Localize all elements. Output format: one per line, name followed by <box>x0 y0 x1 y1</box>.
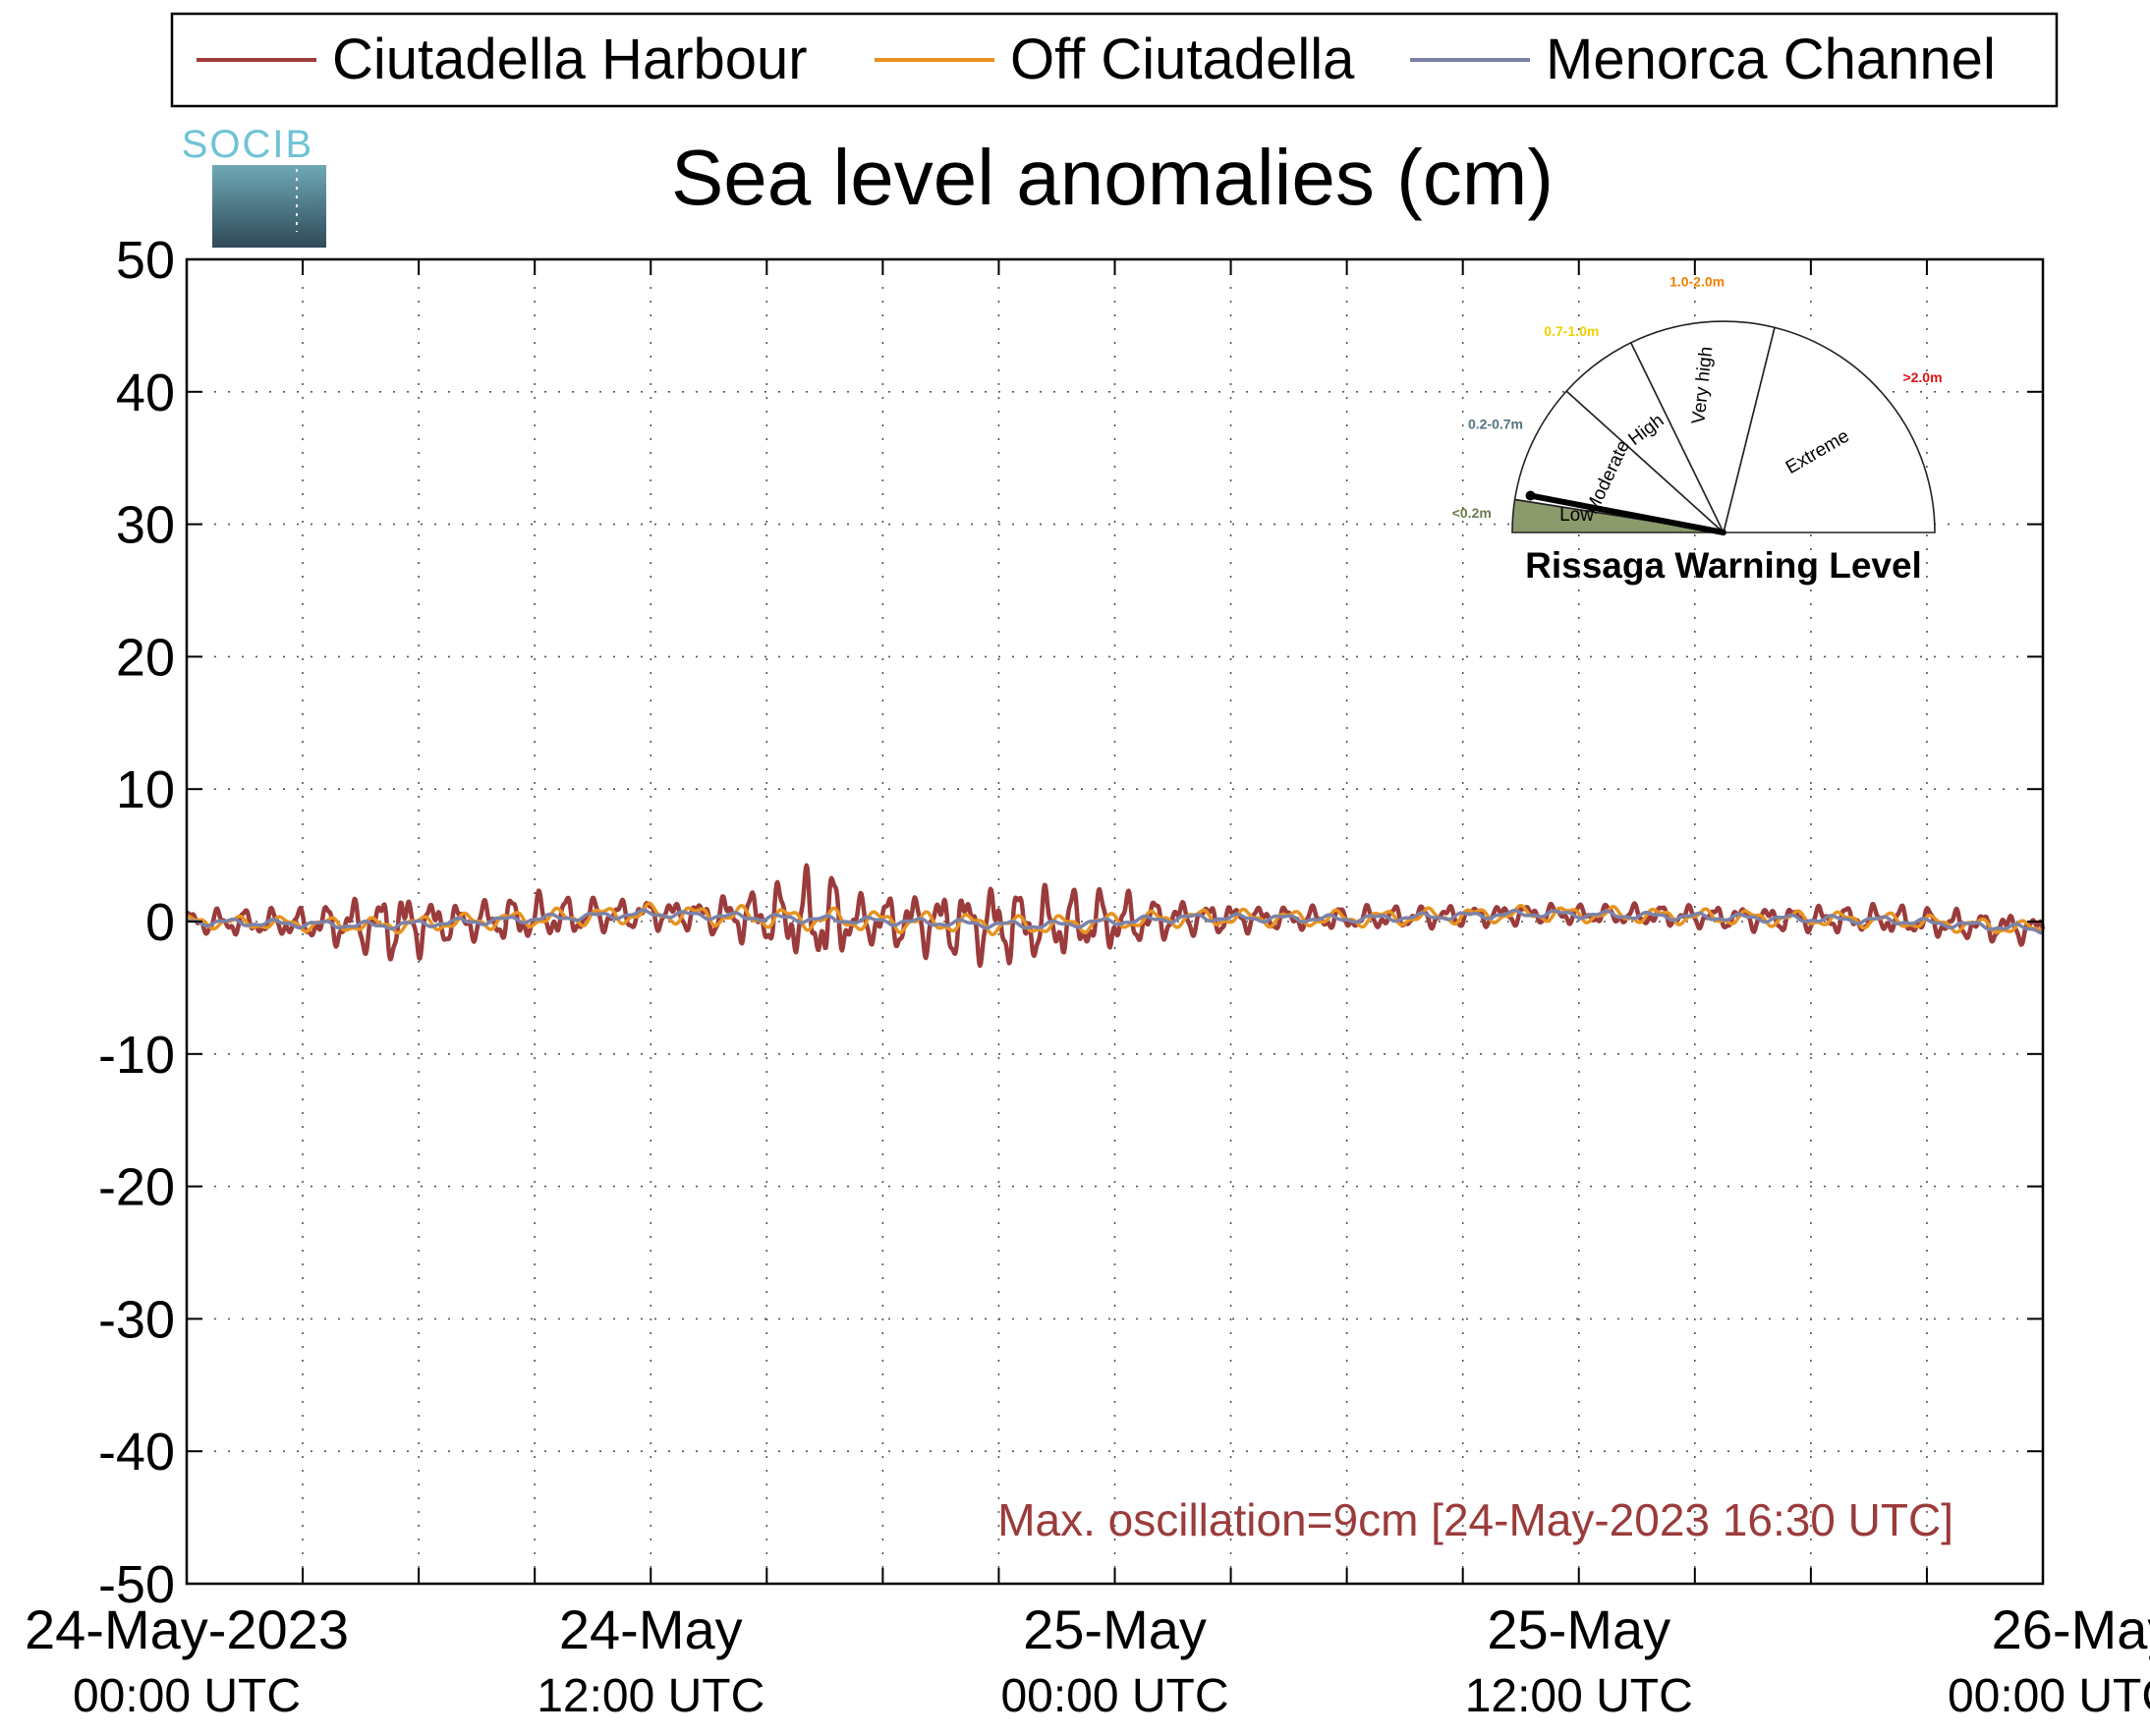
socib-logo-text: SOCIB <box>182 123 313 166</box>
plot-frame <box>185 257 2045 1586</box>
gauge-sector-label: Low <box>1559 505 1594 526</box>
gauge-needle <box>1527 492 1726 535</box>
gauge-sector-very-high <box>1629 320 1776 535</box>
series-line-off-ciutadella <box>186 901 2045 936</box>
y-tick-label: 50 <box>116 231 175 290</box>
x-tick-label-time: 12:00 UTC <box>1465 1670 1693 1722</box>
series-layer <box>185 863 2046 969</box>
x-axis-labels: 24-May-2023 00:00 UTC 24-May 12:00 UTC 25-Ma… <box>25 1598 2150 1722</box>
gauge-sector-moderate <box>1513 389 1726 534</box>
gauge-range-label: 1.0-2.0m <box>1669 273 1725 289</box>
max-oscillation-annotation: Max. oscillation=9cm [24-May-2023 16:30 … <box>997 1494 1953 1545</box>
y-tick-label: -30 <box>98 1290 175 1349</box>
y-tick-label: 40 <box>116 364 175 422</box>
gauge-range-label: <0.2m <box>1452 505 1492 521</box>
x-tick-label-date: 26-May <box>1992 1598 2150 1660</box>
y-tick-label: 30 <box>116 496 175 555</box>
y-tick-label: -40 <box>98 1423 175 1482</box>
gauge-range-label: >2.0m <box>1902 369 1942 385</box>
legend-label-ciutadella-harbour: Ciutadella Harbour <box>332 28 808 91</box>
legend-box <box>170 12 2059 108</box>
x-tick-label-date: 24-May <box>559 1598 743 1660</box>
legend: Ciutadella Harbour Off Ciutadella Menorc… <box>170 12 2059 108</box>
y-tick-label: 0 <box>145 893 175 952</box>
socib-logo: SOCIB <box>182 123 326 248</box>
y-tick-label: -50 <box>98 1555 175 1614</box>
gauge-title: Rissaga Warning Level <box>1525 545 1922 586</box>
gauge-needle-tip <box>1525 490 1536 501</box>
gauge-sector-extreme <box>1722 326 1936 533</box>
y-tick-label: -20 <box>98 1158 175 1217</box>
ticks <box>187 258 2043 1585</box>
series-line-menorca-channel <box>186 908 2044 935</box>
y-tick-label: 10 <box>116 760 175 819</box>
series-line-ciutadella-harbour <box>185 863 2046 969</box>
x-tick-label-time: 00:00 UTC <box>1000 1670 1228 1722</box>
x-tick-label-date: 25-May <box>1023 1598 1207 1660</box>
x-tick-label-time: 12:00 UTC <box>537 1670 764 1722</box>
y-axis-labels: 50 40 30 20 10 0 -10 -20 -30 -40 -50 <box>98 231 175 1614</box>
x-tick-label-time: 00:00 UTC <box>73 1670 301 1722</box>
x-tick-label-date: 25-May <box>1487 1598 1670 1660</box>
x-tick-label-date: 24-May-2023 <box>25 1598 349 1660</box>
socib-logo-block <box>212 165 326 248</box>
gauge-sectors <box>1511 320 1936 535</box>
y-tick-label: -10 <box>98 1026 175 1085</box>
y-tick-label: 20 <box>116 628 175 687</box>
x-tick-label-time: 00:00 UTC <box>1948 1670 2150 1722</box>
chart-title: Sea level anomalies (cm) <box>671 134 1554 221</box>
legend-label-menorca-channel: Menorca Channel <box>1546 28 1996 91</box>
legend-label-off-ciutadella: Off Ciutadella <box>1010 28 1355 91</box>
gauge-range-label: 0.2-0.7m <box>1468 416 1523 431</box>
gauge-range-label: 0.7-1.0m <box>1544 323 1599 339</box>
